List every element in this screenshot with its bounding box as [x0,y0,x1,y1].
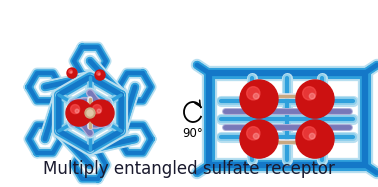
Circle shape [253,93,259,99]
Circle shape [240,80,278,118]
Circle shape [67,68,77,78]
Circle shape [90,104,112,126]
Circle shape [97,109,101,113]
Circle shape [66,100,92,126]
Circle shape [243,86,275,118]
Circle shape [247,87,260,100]
Circle shape [93,105,102,114]
Circle shape [296,120,334,158]
Circle shape [303,127,316,140]
Text: 90°: 90° [183,127,203,140]
Circle shape [99,73,100,75]
Circle shape [309,133,315,139]
Circle shape [71,105,80,114]
Circle shape [75,109,79,113]
Circle shape [299,126,331,158]
Circle shape [303,87,316,100]
Circle shape [96,71,104,80]
Circle shape [309,93,315,99]
Circle shape [97,72,100,75]
Circle shape [71,71,72,73]
Circle shape [247,127,260,140]
Circle shape [243,126,275,158]
Circle shape [68,70,76,78]
Circle shape [88,100,114,126]
Circle shape [253,133,259,139]
Circle shape [87,110,93,116]
Circle shape [299,86,331,118]
Text: Multiply entangled sulfate receptor: Multiply entangled sulfate receptor [43,160,335,178]
Circle shape [296,80,334,118]
Circle shape [95,70,105,80]
Circle shape [85,108,95,118]
Circle shape [69,70,72,73]
Circle shape [68,104,90,126]
Circle shape [240,120,278,158]
